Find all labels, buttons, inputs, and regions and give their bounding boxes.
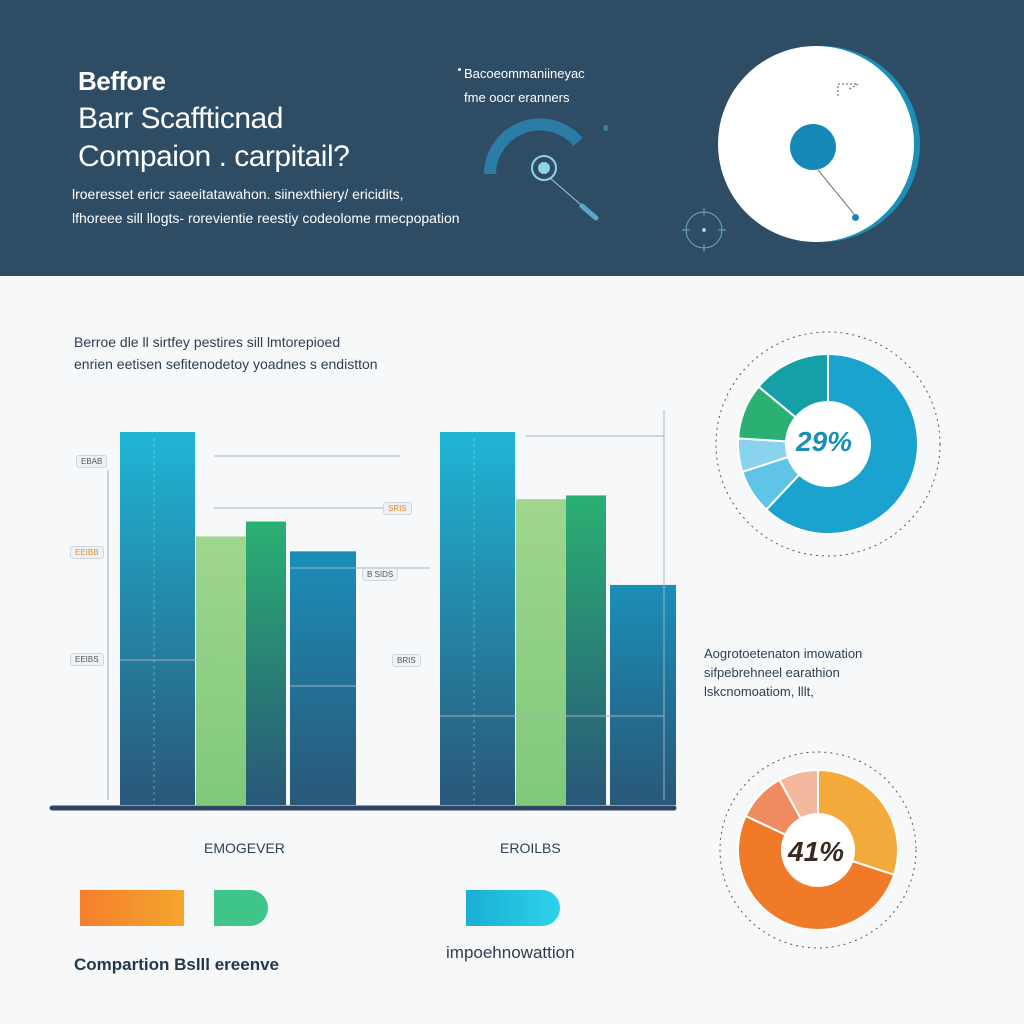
- donut-hole: [782, 814, 854, 886]
- y-tag-3: EEIBS: [70, 653, 104, 666]
- bar-2-series-4: [610, 584, 676, 805]
- bar-1-series-3: [246, 521, 286, 805]
- donut-outer-ring: [715, 331, 941, 557]
- subtitle-line-2: lfhoreee sill llogts- rorevientie reesti…: [72, 210, 460, 226]
- y-tag-4: SRIS: [383, 502, 412, 515]
- target-dot: [790, 124, 836, 170]
- bar-chart: [49, 410, 677, 811]
- category-label-2: EROILBS: [500, 840, 561, 856]
- target-pin: [852, 214, 859, 221]
- donut-label-orange: 41%: [788, 836, 845, 867]
- legend-label-left: Compartion Bslll ereenve: [74, 955, 280, 974]
- legend-label-right: impoehnowattion: [446, 943, 575, 962]
- legend-swatch-orange: [80, 890, 184, 926]
- side-note: Aogrotoetenaton imowation sifpebrehneel …: [704, 644, 862, 701]
- donut-chart-blue: [715, 331, 941, 557]
- section-heading: Berroe dle ll sirtfey pestires sill lmto…: [74, 331, 378, 375]
- y-tag-1: EBAB: [76, 455, 108, 468]
- crosshair-icon: [682, 208, 726, 252]
- page-subtitle: lroeresset ericr saeeitatawahon. siinext…: [72, 182, 460, 230]
- note-line-1: Bacoeommaniineyac: [458, 62, 585, 86]
- note-line-2: fme oocr eranners: [464, 90, 570, 105]
- category-label-1: EMOGEVER: [204, 840, 285, 856]
- legend-swatch-blue: [466, 890, 560, 926]
- subtitle-line-1: lroeresset ericr saeeitatawahon. siinext…: [72, 186, 404, 202]
- header-banner: Beffore Barr Scaffticnad Compaion . carp…: [0, 0, 1024, 276]
- gauge-icon: [484, 118, 608, 221]
- donut-outer-ring: [719, 751, 917, 949]
- bar-2-series-2: [516, 499, 566, 805]
- bar-1-series-4: [290, 551, 356, 805]
- bar-2-series-1: [440, 432, 515, 805]
- side-note-line-2: sifpebrehneel earathion: [704, 665, 840, 680]
- bar-1-series-1: [120, 432, 195, 805]
- target-circle-icon: [718, 46, 914, 242]
- y-tag-6: BRIS: [392, 654, 421, 667]
- donut-label-blue: 29%: [796, 426, 853, 457]
- header-note: Bacoeommaniineyac fme oocr eranners: [458, 62, 585, 110]
- donut-hole: [786, 402, 870, 486]
- donut-chart-orange: [719, 751, 917, 949]
- side-note-line-1: Aogrotoetenaton imowation: [704, 646, 863, 661]
- section-heading-line-2: enrien eetisen sefitenodetoy yoadnes s e…: [74, 356, 378, 372]
- title-line-2: Barr Scaffticnad: [78, 102, 283, 135]
- bar-2-series-3: [566, 495, 606, 805]
- side-note-line-3: lskcnomoatiom, lllt,: [704, 684, 814, 699]
- title-line-3: Compaion . carpitail?: [78, 140, 350, 173]
- y-tag-2: EEIBB: [70, 546, 104, 559]
- section-heading-line-1: Berroe dle ll sirtfey pestires sill lmto…: [74, 334, 341, 350]
- bar-1-series-2: [196, 536, 246, 805]
- title-line-1: Beffore: [78, 66, 166, 96]
- page-title: Beffore Barr Scaffticnad Compaion . carp…: [78, 62, 350, 176]
- legend-swatch-green: [214, 890, 268, 926]
- donut-1-slice-5: [757, 352, 829, 419]
- y-tag-5: B SIDS: [362, 568, 399, 581]
